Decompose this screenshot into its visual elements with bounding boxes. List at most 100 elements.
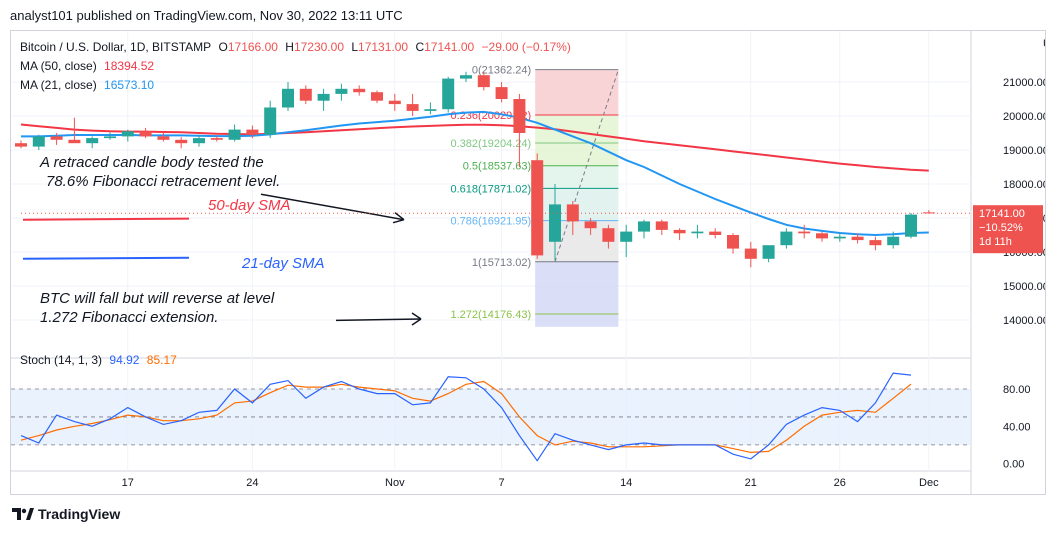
retrace-annotation-line1: A retraced candle body tested the (40, 154, 264, 171)
candle-body (602, 228, 615, 242)
time-tick-label: 24 (246, 477, 258, 489)
candle-body (780, 231, 793, 246)
stoch-d-line (20, 380, 912, 454)
ohlc-low-key: L (351, 40, 359, 54)
fib-level-label: 0.5(18537.63) (463, 161, 532, 173)
tradingview-brand[interactable]: TradingView (12, 506, 120, 522)
candle-body (424, 109, 437, 111)
ohlc-low: L17131.00 (351, 40, 408, 54)
ma50-value: 18394.52 (104, 59, 155, 73)
stoch-tick-label: 40.00 (1003, 421, 1031, 433)
candle-body (104, 136, 116, 139)
stoch-k-line (20, 372, 912, 462)
fall-annotation-line2: 1.272 Fibonacci extension. (40, 309, 219, 326)
ohlc-close-value: 17141.00 (424, 40, 475, 54)
ohlc-high-value: 17230.00 (293, 40, 344, 54)
candle-body (566, 204, 579, 222)
candle-body (121, 131, 134, 137)
ohlc-close-key: C (415, 40, 425, 54)
ma50-line (20, 123, 929, 172)
candle-body (460, 75, 472, 79)
fib-level-label: 0.786(16921.95) (450, 216, 531, 228)
price-tick-label: 14000.00 (1003, 315, 1045, 327)
arrow-retrace-line (260, 193, 405, 221)
time-tick-label: 14 (620, 477, 632, 489)
candle-body (673, 229, 686, 234)
fib-zone (535, 165, 619, 189)
candle-body (762, 245, 775, 259)
candle-body (798, 231, 811, 234)
candle-body (584, 221, 597, 229)
candle-body (68, 139, 81, 144)
candle-body (282, 88, 294, 108)
candle-body (922, 212, 935, 214)
candle-body (531, 160, 544, 256)
candle-body (869, 240, 882, 246)
candle-body (264, 107, 277, 135)
ohlc-high-key: H (285, 40, 294, 54)
ma21-line (21, 110, 929, 237)
symbol-legend: Bitcoin / U.S. Dollar, 1D, BITSTAMP O171… (20, 40, 575, 54)
candle-body (905, 214, 917, 237)
stoch-legend: Stoch (14, 1, 3) 94.92 85.17 (20, 353, 181, 367)
price-tag-change: −10.52% (979, 222, 1023, 234)
sma50-label: 50-day SMA (208, 197, 291, 214)
candle-body (887, 236, 900, 246)
publish-line: analyst101 published on TradingView.com,… (10, 8, 403, 23)
price-axis-unit: USD (1043, 38, 1045, 50)
time-tick-label: 7 (499, 477, 505, 489)
fib-level-label: 0.382(19204.24) (450, 138, 531, 150)
candle-body (816, 233, 828, 239)
price-tag-time: 1d 11h (979, 236, 1012, 248)
stoch-tick-label: 80.00 (1003, 384, 1031, 396)
candle-body (157, 136, 170, 140)
tradingview-logo-icon (12, 508, 34, 520)
fib-zone (535, 261, 619, 315)
candle-body (86, 138, 99, 144)
fib-trend-line (554, 69, 619, 262)
ohlc-high: H17230.00 (285, 40, 344, 54)
chart-frame[interactable]: 14000.0015000.0016000.0017000.0018000.00… (10, 30, 1046, 495)
fib-level-label: 0.618(17871.02) (450, 183, 531, 195)
candle-body (335, 88, 348, 94)
candle-body (513, 99, 526, 133)
stoch-k-value: 94.92 (109, 353, 140, 367)
time-tick-label: 26 (834, 477, 846, 489)
price-tag-price: 17141.00 (979, 208, 1025, 220)
arrow-fall-head (411, 312, 422, 326)
ma21-label: MA (21, close) (20, 78, 97, 92)
candle-body (620, 231, 633, 242)
stoch-label: Stoch (14, 1, 3) (20, 353, 103, 367)
ma50-legend: MA (50, close) 18394.52 (20, 59, 158, 73)
fib-zone (535, 314, 619, 327)
candle-body (371, 92, 383, 101)
price-tick-label: 21000.00 (1003, 77, 1045, 89)
price-tick-label: 18000.00 (1003, 179, 1045, 191)
candle-body (210, 138, 223, 140)
candle-body (691, 231, 704, 234)
fib-zone (535, 143, 619, 166)
candle-body (727, 235, 739, 249)
fall-annotation-line1: BTC will fall but will reverse at level (40, 290, 275, 307)
retrace-annotation-line2: 78.6% Fibonacci retracement level. (46, 173, 281, 190)
fib-level-label: 1(15713.02) (472, 257, 531, 269)
candle-body (32, 136, 45, 147)
candle-body (709, 231, 722, 235)
price-tick-label: 20000.00 (1003, 111, 1045, 123)
candle-body (638, 221, 650, 232)
sma21-sample-line (22, 256, 190, 260)
time-tick-label: 17 (122, 477, 134, 489)
price-tag-bg (973, 205, 1043, 254)
candle-body (549, 204, 561, 242)
price-tick-label: 19000.00 (1003, 145, 1045, 157)
sma50-sample-line (22, 217, 190, 221)
stoch-tick-label: 0.00 (1003, 459, 1024, 471)
candle-body (299, 88, 312, 101)
chart-svg[interactable]: 14000.0015000.0016000.0017000.0018000.00… (11, 31, 1045, 494)
candle-body (744, 248, 757, 259)
price-change: −29.00 (−0.17%) (481, 40, 571, 54)
candle-body (175, 139, 188, 144)
brand-name: TradingView (38, 506, 121, 522)
candle-body (833, 236, 846, 239)
time-tick-label: Dec (919, 477, 939, 489)
